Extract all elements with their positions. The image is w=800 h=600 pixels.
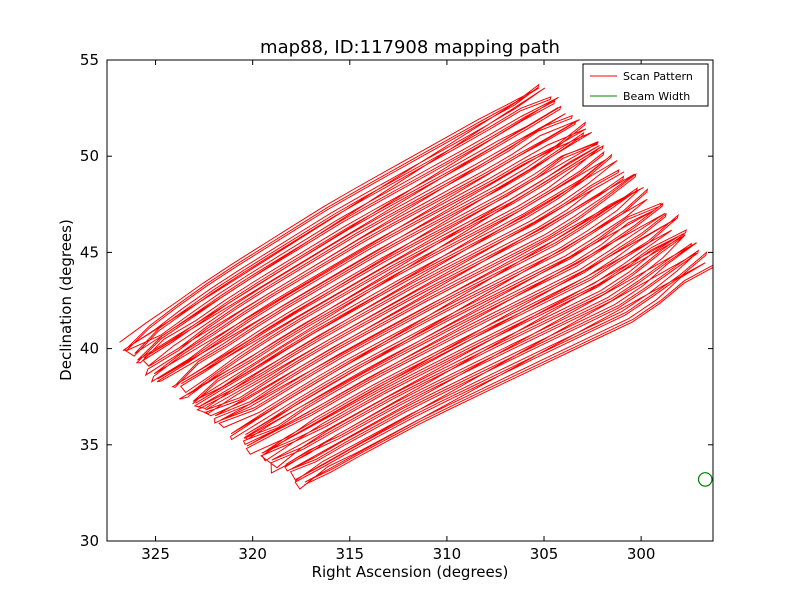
y-tick-label: 55 <box>80 51 99 69</box>
beam-width-series <box>697 472 713 487</box>
x-tick-label: 300 <box>627 545 656 563</box>
y-axis-ticks: 30 35 40 45 50 55 <box>80 51 713 550</box>
y-tick-label: 50 <box>80 147 99 165</box>
x-axis-label: Right Ascension (degrees) <box>312 563 509 581</box>
y-tick-label: 45 <box>80 243 99 261</box>
legend: Scan Pattern Beam Width <box>582 63 709 107</box>
x-axis-ticks: 325 320 315 310 305 300 <box>141 60 655 563</box>
beam-width-circle <box>697 472 713 487</box>
x-tick-label: 315 <box>335 545 364 563</box>
x-tick-label: 320 <box>238 545 267 563</box>
scan-pattern-series <box>119 83 713 490</box>
x-tick-label: 305 <box>530 545 559 563</box>
legend-label-scan-pattern: Scan Pattern <box>623 70 693 83</box>
x-tick-label: 325 <box>141 545 170 563</box>
y-tick-label: 35 <box>80 436 99 454</box>
plot-area: 325 320 315 310 305 300 30 35 40 45 50 55 <box>80 51 714 563</box>
y-axis-label: Declination (degrees) <box>57 219 75 381</box>
chart-title: map88, ID:117908 mapping path <box>260 37 560 58</box>
y-tick-label: 30 <box>80 532 99 550</box>
legend-box <box>582 63 709 107</box>
scan-pattern-path <box>119 83 713 490</box>
legend-label-beam-width: Beam Width <box>623 90 690 103</box>
plot-frame <box>106 59 714 542</box>
x-tick-label: 310 <box>433 545 462 563</box>
y-tick-label: 40 <box>80 340 99 358</box>
